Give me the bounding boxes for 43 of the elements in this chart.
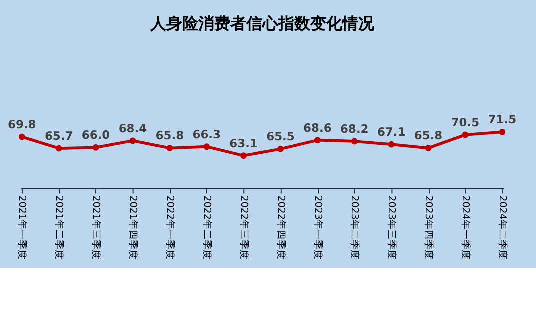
point: [18, 134, 26, 140]
point: [130, 138, 136, 144]
x-tick-label: 2022年二季度: [201, 196, 214, 260]
x-tick-label: 2023年三季度: [386, 196, 398, 260]
point: [425, 145, 432, 152]
x-tick-label: 2023年二季度: [349, 196, 362, 260]
x-tick-label: 2021年四季度: [128, 196, 140, 260]
data-label: 68.4: [118, 121, 148, 136]
data-label: 68.2: [340, 122, 369, 136]
x-tick-label: 2021年二季度: [54, 196, 66, 260]
point: [92, 144, 100, 151]
x-tick-label: 2023年四季度: [423, 196, 436, 260]
data-label: 65.8: [156, 128, 184, 143]
point: [204, 144, 210, 150]
data-label: 66.0: [82, 128, 110, 142]
x-tick-label: 2022年四季度: [275, 196, 288, 260]
x-tick-label: 2024年二季度: [497, 196, 510, 260]
point: [240, 152, 247, 160]
data-label: 69.8: [8, 117, 36, 132]
data-label: 63.1: [230, 136, 258, 150]
point: [278, 146, 284, 152]
data-label: 68.6: [304, 120, 332, 135]
point: [499, 128, 506, 136]
data-label: 65.7: [44, 128, 74, 143]
data-label: 66.3: [192, 127, 222, 142]
x-tick-label: 2022年三季度: [238, 196, 250, 260]
point: [351, 138, 358, 145]
x-tick-label: 2024年一季度: [460, 196, 472, 260]
data-label: 65.8: [414, 128, 443, 143]
data-label: 65.5: [266, 130, 295, 144]
point: [166, 145, 174, 152]
point: [462, 132, 469, 138]
point: [56, 145, 62, 152]
data-label: 71.5: [488, 112, 517, 127]
x-tick-label: 2021年三季度: [90, 196, 103, 260]
x-tick-label: 2021年一季度: [16, 196, 29, 260]
data-label: 67.1: [377, 124, 406, 139]
x-tick-label: 2022年一季度: [164, 196, 177, 260]
data-label: 70.5: [451, 115, 480, 130]
point: [314, 137, 321, 144]
point: [388, 141, 395, 148]
chart-title: 人身险消费者信心指数变化情况: [149, 14, 376, 33]
x-tick-label: 2023年一季度: [312, 196, 324, 260]
